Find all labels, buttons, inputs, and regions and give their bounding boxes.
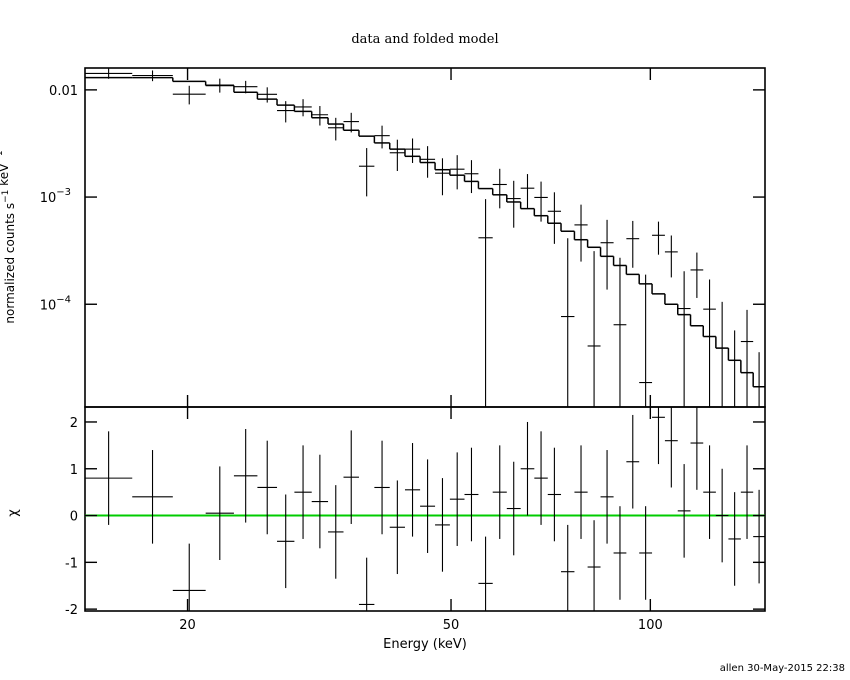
y-tick-exp: −3 <box>56 187 71 198</box>
x-axis-label: Energy (keV) <box>383 637 467 652</box>
y-tick-label: 1 <box>70 463 78 478</box>
y-axis-label: χ <box>6 509 21 517</box>
y-tick-label: 10−3 <box>40 187 71 206</box>
y-label-sup: −1 <box>0 150 5 163</box>
y-tick-label: -2 <box>65 603 78 618</box>
y-tick-base: 10 <box>40 191 57 206</box>
bottom-plot-area <box>85 407 765 611</box>
x-tick-label: 20 <box>179 618 196 633</box>
y-label-sup: −1 <box>1 190 11 203</box>
x-tick-label: 100 <box>638 618 663 633</box>
bottom-frame <box>84 406 766 612</box>
footer: allen 30-May-2015 22:38 <box>720 663 845 674</box>
y-tick-label: -1 <box>65 556 78 571</box>
y-tick-base: 10 <box>40 298 57 313</box>
x-tick-label: 50 <box>443 618 460 633</box>
y-tick-label: 0 <box>70 510 78 525</box>
top-frame <box>84 67 766 408</box>
y-tick-label: 10−4 <box>40 294 71 313</box>
y-label-part: keV <box>0 163 11 190</box>
y-label-part: normalized counts s <box>3 203 17 324</box>
y-tick-label: 0.01 <box>49 84 78 99</box>
y-axis-label: normalized counts s−1 keV−1 <box>0 150 17 323</box>
y-tick-exp: −4 <box>56 294 71 305</box>
y-tick-label: 2 <box>70 416 78 431</box>
chart-title: data and folded model <box>351 32 498 47</box>
top-plot-area <box>85 68 765 407</box>
